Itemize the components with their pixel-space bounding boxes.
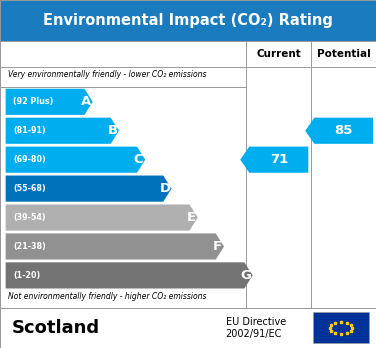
Text: (92 Plus): (92 Plus)	[13, 97, 53, 106]
FancyBboxPatch shape	[313, 312, 369, 343]
Polygon shape	[305, 118, 373, 144]
Text: E: E	[186, 211, 196, 224]
Text: 2002/91/EC: 2002/91/EC	[226, 329, 282, 339]
Bar	[0, 308, 376, 348]
Text: (21-38): (21-38)	[13, 242, 46, 251]
Text: F: F	[213, 240, 222, 253]
Text: Environmental Impact (CO₂) Rating: Environmental Impact (CO₂) Rating	[43, 13, 333, 28]
Text: (55-68): (55-68)	[13, 184, 46, 193]
Text: (39-54): (39-54)	[13, 213, 46, 222]
Text: 85: 85	[335, 124, 353, 137]
Text: A: A	[81, 95, 91, 108]
Text: D: D	[159, 182, 170, 195]
Polygon shape	[6, 205, 198, 231]
Text: Potential: Potential	[317, 49, 370, 59]
Polygon shape	[6, 147, 145, 173]
Polygon shape	[6, 175, 171, 202]
Text: G: G	[241, 269, 252, 282]
Text: (81-91): (81-91)	[13, 126, 46, 135]
Polygon shape	[6, 234, 224, 260]
Text: Very environmentally friendly - lower CO₂ emissions: Very environmentally friendly - lower CO…	[8, 70, 206, 79]
Polygon shape	[6, 262, 253, 288]
Text: Not environmentally friendly - higher CO₂ emissions: Not environmentally friendly - higher CO…	[8, 292, 206, 301]
Polygon shape	[6, 89, 93, 115]
Polygon shape	[240, 147, 308, 173]
Text: Current: Current	[256, 49, 301, 59]
Text: C: C	[134, 153, 143, 166]
Text: B: B	[107, 124, 117, 137]
Polygon shape	[6, 118, 119, 144]
Bar	[0, 41, 376, 308]
FancyBboxPatch shape	[0, 0, 376, 41]
Text: 71: 71	[270, 153, 288, 166]
Text: (1-20): (1-20)	[13, 271, 40, 280]
Text: EU Directive: EU Directive	[226, 317, 286, 327]
Text: (69-80): (69-80)	[13, 155, 46, 164]
Text: Scotland: Scotland	[11, 319, 99, 337]
